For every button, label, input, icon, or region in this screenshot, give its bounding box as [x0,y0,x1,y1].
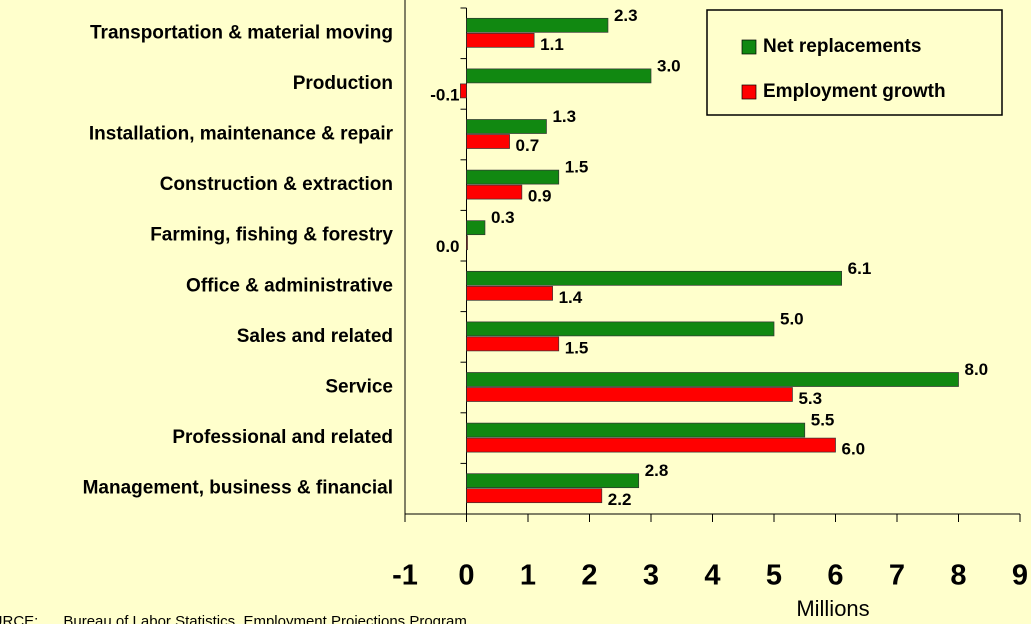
bar [466,220,486,236]
legend-swatch [741,39,757,55]
data-label: 5.5 [811,411,835,430]
y-tick-label: Construction & extraction [160,174,393,195]
bar [466,488,603,504]
y-tick-label: Production [293,73,393,94]
data-label: 0.9 [528,187,552,206]
data-label: 5.0 [780,309,804,328]
y-tick-label: Installation, maintenance & repair [89,124,394,145]
x-tick-label: 4 [704,560,720,592]
bar [466,68,652,84]
bar [466,372,959,387]
data-label: 6.1 [848,259,872,278]
bar [466,437,836,453]
x-tick-label: 1 [520,560,536,592]
bar [466,387,793,402]
legend-label: Employment growth [763,81,946,102]
y-tick-label: Professional and related [172,427,393,448]
y-tick-label: Office & administrative [186,275,393,296]
x-tick-label: 5 [766,560,782,592]
bar [466,169,560,185]
x-tick-label: 0 [458,560,474,592]
x-tick-label: 6 [827,560,843,592]
y-tick-label: Farming, fishing & forestry [150,225,393,246]
bar [466,285,553,301]
y-tick-label: Service [325,377,393,398]
bar [466,235,468,251]
data-label: 1.3 [552,107,576,126]
data-label: 2.8 [645,461,669,480]
y-tick-label: Management, business & financial [83,478,393,499]
y-tick-label: Transportation & material moving [90,22,393,43]
data-label: 1.5 [565,158,589,177]
x-tick-label: -1 [392,560,418,592]
source-note: SOURCE: Bureau of Labor Statistics, Empl… [0,613,467,624]
legend-label: Net replacements [763,36,921,57]
y-tick-label: Sales and related [237,326,393,347]
bar [466,422,806,438]
x-tick-label: 9 [1012,560,1028,592]
data-label: 1.5 [565,338,589,357]
bar [466,184,523,200]
data-label: 2.2 [608,490,632,509]
data-label: 6.0 [842,440,866,459]
data-label: 1.1 [540,35,564,54]
bar [460,83,467,99]
bar [466,473,640,489]
bar [466,17,609,33]
data-label: 1.4 [559,288,583,307]
data-label: 0.0 [436,237,460,256]
bar [466,321,775,337]
legend-swatch [741,84,757,100]
bar [466,270,842,286]
data-label: 0.3 [491,208,515,227]
data-label: 0.7 [516,136,540,155]
x-axis-label: Millions [796,596,869,621]
x-tick-label: 7 [889,560,905,592]
bar [466,336,560,352]
data-label: -0.1 [430,85,459,104]
bar [466,119,547,134]
bar [466,32,535,48]
data-label: 5.3 [798,389,822,408]
bar [466,134,510,149]
data-label: 2.3 [614,6,638,25]
x-tick-label: 8 [950,560,966,592]
x-tick-label: 3 [643,560,659,592]
x-tick-label: 2 [581,560,597,592]
data-label: 8.0 [965,360,989,379]
data-label: 3.0 [657,56,681,75]
